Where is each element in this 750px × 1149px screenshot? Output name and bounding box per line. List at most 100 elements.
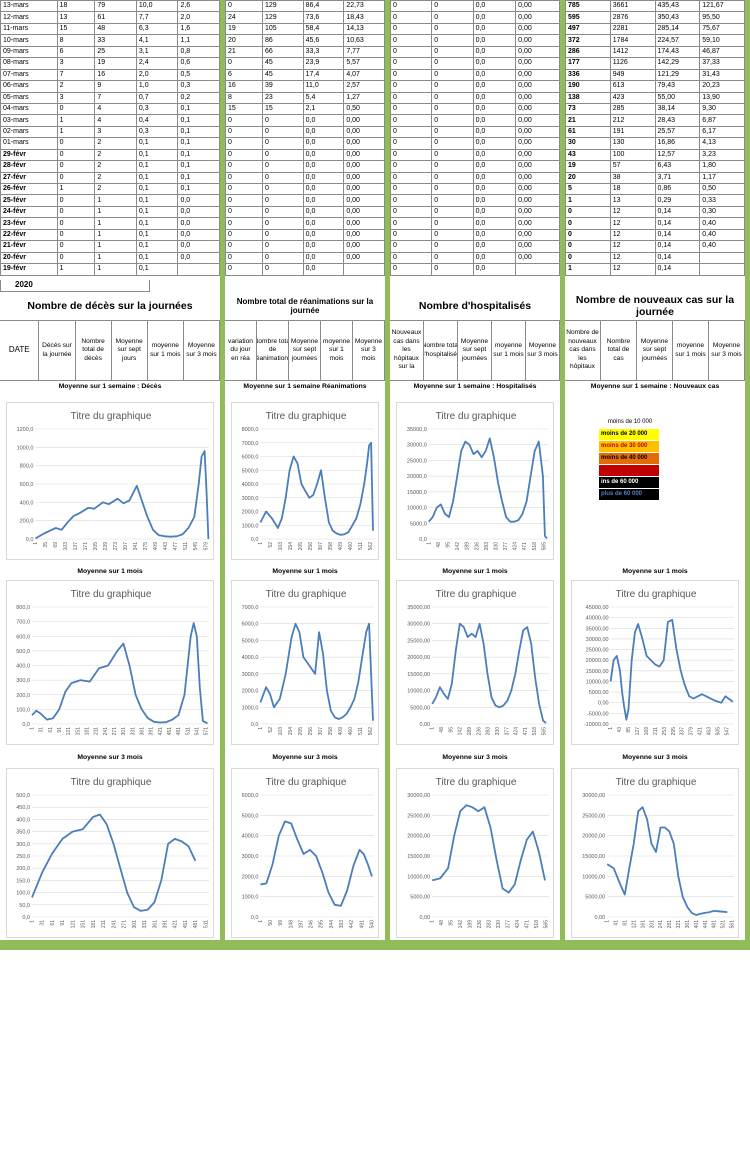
chart-svg: Titre du graphique 0,0 1000,0 2000,0 3000,0 4… [242,589,374,736]
x-tick-label: 379 [689,727,695,736]
table-cell: 0,00 [343,171,385,185]
table-cell: 0,0 [472,102,517,116]
table-cell: 21-févr [0,240,58,253]
table-cell: 0 [390,263,433,276]
table-cell: 7 [56,68,96,82]
y-tick-label: 25000,00 [586,648,609,654]
y-tick-label: 15000,00 [407,672,430,678]
table-cell: 08-mars [0,57,58,70]
table-row: 0 0 0,0 0,00 [225,137,385,150]
x-tick-label: 1 [426,542,432,545]
table-cell: 24-févr [0,205,58,219]
table-cell: 0,00 [515,91,560,104]
table-row: 0 0 0,0 0,00 [225,240,385,253]
y-tick-label: 6000,0 [242,622,259,628]
table-cell: 27-févr [0,171,58,185]
table-cell: 0,00 [515,160,560,173]
y-tick-label: 30000,00 [407,793,430,799]
y-tick-label: 5000,0 [242,813,259,819]
table-cell: 61 [565,125,611,139]
data-table: 0 129 86,4 22,73 24 129 73,6 18,43 19 105 58,4 14,1… [225,0,385,276]
x-tick-label: 565 [542,727,548,736]
x-tick-label: 91 [57,727,63,733]
table-cell: 23-févr [0,217,58,230]
table-cell: 0,0 [472,205,517,219]
table-cell: 0 [431,217,474,230]
table-cell: 0,1 [135,194,179,207]
chart-svg: Titre du graphique 0,0 100,0 200,0 300,0 400,… [16,589,210,735]
table-cell [343,263,385,276]
year-label: 2020 [0,280,150,292]
table-cell: 0 [431,114,474,127]
line-chart: Titre du graphique -10000,00 -5000,00 0,00 5… [571,580,739,745]
y-tick-label: 10000,00 [407,689,430,695]
x-tick-label: 545 [193,542,199,551]
y-tick-label: 5000,00 [410,895,430,901]
column-header: Moyenne sur 3 mois [184,321,220,380]
table-cell: 1 [94,217,137,230]
table-cell: 0,14 [654,240,701,253]
table-cell: 0,1 [135,137,179,150]
table-cell: 10,63 [343,34,385,47]
column-headers: Nombre de nouveaux cas dans les hôpitaux… [565,321,745,381]
chart-section-title: Moyenne sur 3 mois [442,754,508,761]
table-row: 73 285 38,14 9,30 [565,102,745,116]
x-tick-label: 137 [73,542,79,551]
x-tick-label: 562 [368,727,374,736]
y-tick-label: 200,0 [16,866,30,872]
x-tick-label: 81 [623,920,629,926]
table-cell: 0,00 [343,194,385,207]
table-cell: 129 [261,0,304,13]
table-cell: 25-févr [0,194,58,207]
x-tick-label: 518 [532,542,538,551]
table-row: 785 3661 435,43 121,67 [565,0,745,13]
table-row: 0 0 0,0 0,00 [390,0,560,13]
series-line [428,437,548,539]
table-cell: 0,0 [302,171,345,185]
table-cell: 2,6 [177,0,220,13]
x-tick-label: 481 [712,920,718,929]
table-row: 43 100 12,57 3,23 [565,148,745,162]
chart-svg: Titre du graphique 0,0 1000,0 2000,0 3000,0 4… [242,411,374,550]
table-cell: 09-mars [0,45,58,59]
table-cell: 21 [225,45,263,59]
y-tick-label: 2000,0 [242,874,259,880]
table-cell: 3,23 [699,148,745,162]
table-row: 0 0 0,0 0,00 [225,205,385,219]
chart-title: Titre du graphique [266,411,347,422]
table-row: 0 0 0,0 [390,263,560,276]
table-cell: 0 [390,22,433,36]
table-cell: 0,3 [135,102,179,116]
table-cell: 73,6 [302,11,345,24]
panel-title: Nombre de nouveaux cas sur la journée [565,292,745,321]
x-tick-label: 505 [716,727,722,736]
table-cell: 1 [94,240,137,253]
table-cell: 28,43 [654,114,701,127]
table-cell: 2,57 [343,80,385,93]
line-chart: Titre du graphique 0,0 1000,0 2000,0 3000,0 4… [231,402,379,560]
table-cell: 11,0 [302,80,345,93]
table-row: 138 423 55,00 13,90 [565,91,745,104]
y-tick-label: 500,0 [16,793,30,799]
table-cell: 7,77 [343,45,385,59]
x-tick-label: 377 [506,920,512,929]
table-cell: 0,1 [177,125,220,139]
y-tick-label: 500,0 [16,649,30,655]
x-tick-label: 1 [30,920,36,923]
x-tick-label: 189 [465,542,471,551]
legend-entry: moins de 10 000 [599,417,659,428]
table-cell: 55,00 [654,91,701,104]
table-cell: 100 [609,148,656,162]
table-cell: 2 [94,148,137,162]
table-cell: 66 [261,45,304,59]
table-cell: 12-mars [0,11,58,24]
table-cell: 79,43 [654,80,701,93]
table-cell: 0,1 [135,148,179,162]
table-row: 0 0 0,0 0,00 [390,160,560,173]
table-row: 19 105 58,4 14,13 [225,22,385,36]
table-row: 0 0 0,0 0,00 [225,125,385,139]
table-cell: 0 [390,160,433,173]
table-cell: 0,1 [135,171,179,185]
table-cell: 4,1 [135,34,179,47]
chart-section-title: Moyenne sur 3 mois [272,754,338,761]
